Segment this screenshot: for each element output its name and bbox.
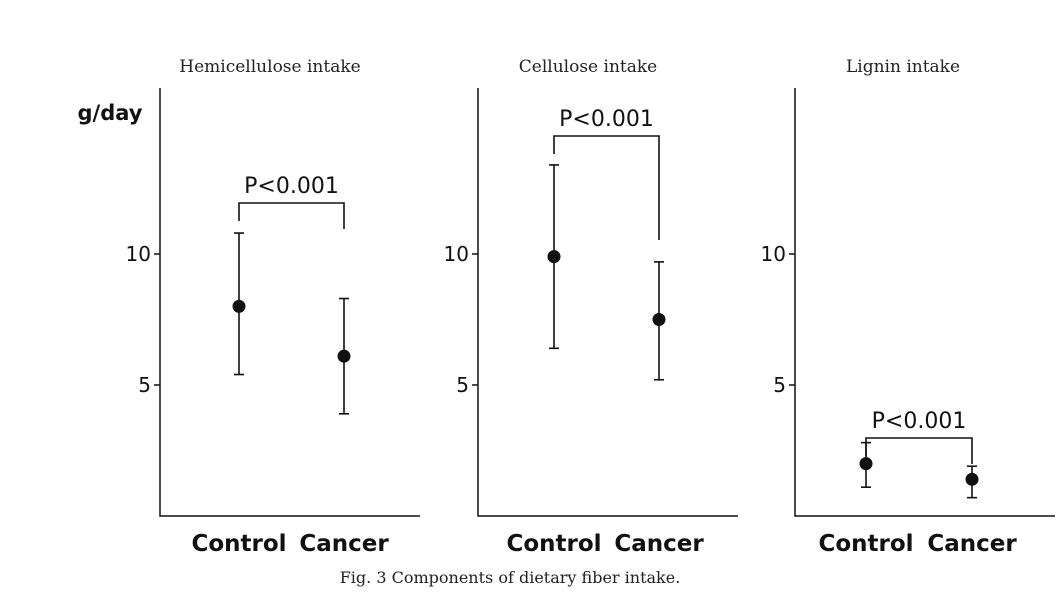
mean-point-control — [232, 299, 246, 313]
y-tick-label: 10 — [126, 242, 151, 266]
significance-label: P<0.001 — [872, 409, 967, 434]
panels: Hemicellulose intake g/day 5 10 Control Cance… — [78, 57, 1055, 557]
panel-title: Hemicellulose intake — [179, 57, 360, 77]
category-label-control: Control — [818, 531, 913, 557]
mean-point-control — [859, 457, 873, 471]
significance-label: P<0.001 — [244, 174, 339, 199]
panel-2: Cellulose intake 5 10 Control Cancer P<0.001 — [444, 57, 738, 557]
y-tick-label: 10 — [444, 242, 469, 266]
panel-title: Cellulose intake — [519, 57, 657, 77]
category-label-cancer: Cancer — [299, 531, 389, 557]
category-label-control: Control — [191, 531, 286, 557]
significance-bracket — [553, 135, 660, 240]
category-label-cancer: Cancer — [927, 531, 1017, 557]
category-label-cancer: Cancer — [614, 531, 704, 557]
mean-point-control — [547, 250, 561, 264]
significance-bracket — [865, 437, 973, 464]
significance-bracket — [238, 202, 345, 229]
y-axis-label: g/day — [78, 101, 143, 125]
y-tick-label: 10 — [761, 242, 786, 266]
figure-caption: Fig. 3 Components of dietary fiber intak… — [340, 568, 681, 587]
y-tick-label: 5 — [138, 373, 151, 397]
panel-3: Lignin intake 5 10 Control Cancer P<0.001 — [761, 57, 1055, 557]
mean-point-cancer — [652, 313, 666, 326]
mean-point-cancer — [965, 472, 979, 486]
y-tick-label: 5 — [773, 373, 786, 397]
axis-lines — [159, 88, 420, 517]
significance-label: P<0.001 — [559, 107, 654, 132]
category-label-control: Control — [506, 531, 601, 557]
axis-lines — [477, 88, 738, 517]
mean-point-cancer — [337, 349, 351, 363]
y-tick-label: 5 — [456, 373, 469, 397]
panel-1: Hemicellulose intake g/day 5 10 Control Cance… — [78, 57, 420, 557]
panel-title: Lignin intake — [846, 57, 960, 77]
axis-lines — [794, 88, 1055, 517]
